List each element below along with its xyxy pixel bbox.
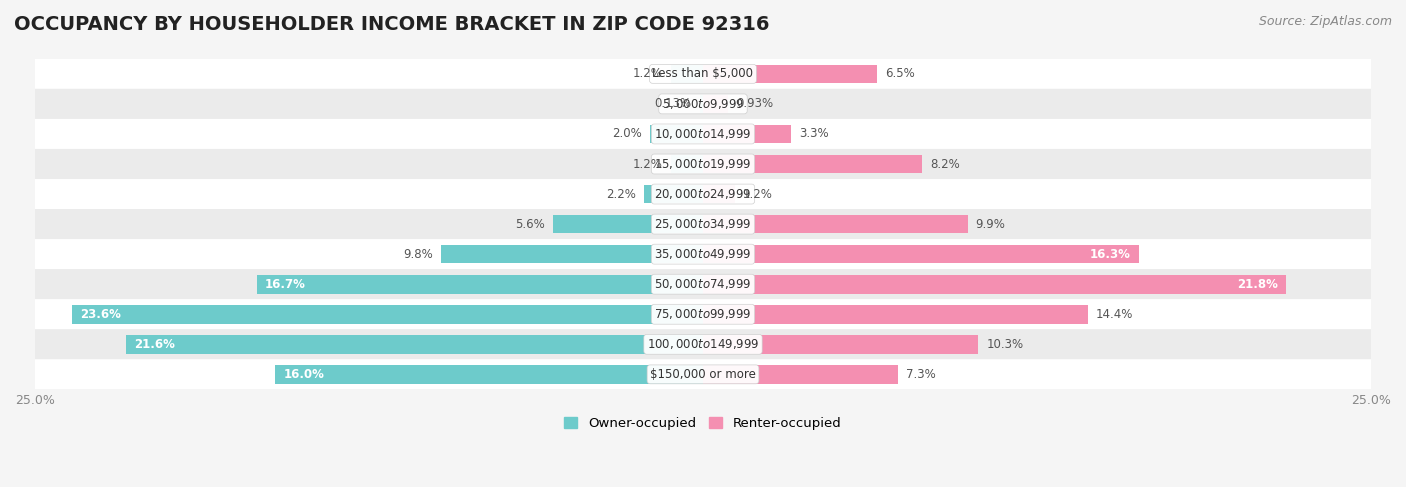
Text: $100,000 to $149,999: $100,000 to $149,999 — [647, 337, 759, 351]
FancyBboxPatch shape — [35, 269, 1371, 299]
Text: Less than $5,000: Less than $5,000 — [652, 67, 754, 80]
Text: $15,000 to $19,999: $15,000 to $19,999 — [654, 157, 752, 171]
Text: $10,000 to $14,999: $10,000 to $14,999 — [654, 127, 752, 141]
FancyBboxPatch shape — [35, 329, 1371, 359]
FancyBboxPatch shape — [35, 119, 1371, 149]
Text: $75,000 to $99,999: $75,000 to $99,999 — [654, 307, 752, 321]
Bar — [441, 245, 703, 263]
Text: 16.7%: 16.7% — [264, 278, 305, 291]
Bar — [703, 215, 967, 233]
Text: $25,000 to $34,999: $25,000 to $34,999 — [654, 217, 752, 231]
Bar — [276, 365, 703, 384]
Text: 5.6%: 5.6% — [516, 218, 546, 231]
Text: $5,000 to $9,999: $5,000 to $9,999 — [662, 97, 744, 111]
Bar — [700, 94, 703, 113]
Bar — [671, 65, 703, 83]
FancyBboxPatch shape — [35, 179, 1371, 209]
Text: $150,000 or more: $150,000 or more — [650, 368, 756, 381]
Text: 10.3%: 10.3% — [986, 338, 1024, 351]
Text: OCCUPANCY BY HOUSEHOLDER INCOME BRACKET IN ZIP CODE 92316: OCCUPANCY BY HOUSEHOLDER INCOME BRACKET … — [14, 15, 769, 34]
FancyBboxPatch shape — [35, 359, 1371, 390]
FancyBboxPatch shape — [35, 59, 1371, 89]
Bar — [703, 94, 728, 113]
Bar — [703, 335, 979, 354]
FancyBboxPatch shape — [35, 89, 1371, 119]
Bar — [703, 185, 735, 204]
Text: 3.3%: 3.3% — [799, 128, 828, 140]
Text: Source: ZipAtlas.com: Source: ZipAtlas.com — [1258, 15, 1392, 28]
Text: 7.3%: 7.3% — [905, 368, 936, 381]
Text: 1.2%: 1.2% — [633, 157, 662, 170]
FancyBboxPatch shape — [35, 209, 1371, 239]
Text: 6.5%: 6.5% — [884, 67, 914, 80]
Text: 21.6%: 21.6% — [134, 338, 174, 351]
Legend: Owner-occupied, Renter-occupied: Owner-occupied, Renter-occupied — [560, 412, 846, 436]
Text: 8.2%: 8.2% — [931, 157, 960, 170]
Text: 23.6%: 23.6% — [80, 308, 121, 321]
Text: 9.9%: 9.9% — [976, 218, 1005, 231]
Bar — [703, 155, 922, 173]
Bar — [703, 65, 877, 83]
Text: $20,000 to $24,999: $20,000 to $24,999 — [654, 187, 752, 201]
Bar — [650, 125, 703, 143]
Bar — [703, 305, 1088, 323]
Text: 0.93%: 0.93% — [735, 97, 773, 111]
Bar — [703, 245, 1139, 263]
Text: 2.0%: 2.0% — [612, 128, 641, 140]
Bar — [125, 335, 703, 354]
Text: $35,000 to $49,999: $35,000 to $49,999 — [654, 247, 752, 261]
Bar — [703, 365, 898, 384]
FancyBboxPatch shape — [35, 239, 1371, 269]
Text: 16.3%: 16.3% — [1090, 248, 1130, 261]
Text: 21.8%: 21.8% — [1237, 278, 1278, 291]
Bar — [257, 275, 703, 294]
Text: 1.2%: 1.2% — [633, 67, 662, 80]
FancyBboxPatch shape — [35, 149, 1371, 179]
Bar — [72, 305, 703, 323]
Bar — [703, 125, 792, 143]
Text: 1.2%: 1.2% — [744, 187, 773, 201]
Text: 9.8%: 9.8% — [404, 248, 433, 261]
Text: 14.4%: 14.4% — [1095, 308, 1133, 321]
Bar — [703, 275, 1285, 294]
Text: 0.13%: 0.13% — [654, 97, 692, 111]
Text: 16.0%: 16.0% — [284, 368, 325, 381]
Bar — [644, 185, 703, 204]
Text: $50,000 to $74,999: $50,000 to $74,999 — [654, 277, 752, 291]
Bar — [554, 215, 703, 233]
FancyBboxPatch shape — [35, 299, 1371, 329]
Text: 2.2%: 2.2% — [606, 187, 636, 201]
Bar — [671, 155, 703, 173]
